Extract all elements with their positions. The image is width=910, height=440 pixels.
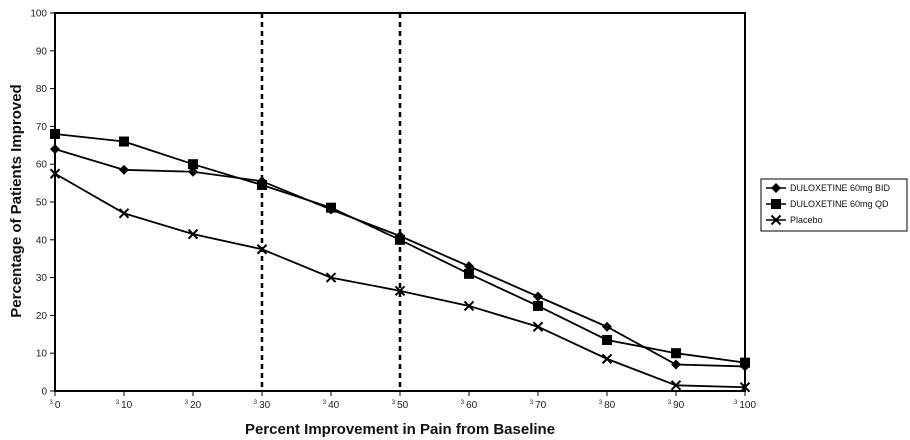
x-marker bbox=[325, 272, 337, 283]
x-marker bbox=[394, 285, 406, 297]
y-tick-label: 90 bbox=[36, 46, 48, 57]
y-tick-label: 10 bbox=[36, 349, 48, 360]
x-marker bbox=[118, 208, 130, 219]
diamond-marker bbox=[602, 321, 612, 332]
legend-label: Placebo bbox=[790, 215, 823, 225]
y-tick-label: 100 bbox=[30, 9, 47, 20]
x-marker bbox=[601, 353, 613, 365]
x-marker bbox=[49, 168, 61, 179]
y-tick-label: 30 bbox=[36, 273, 48, 284]
x-marker bbox=[770, 214, 782, 226]
legend-label: DULOXETINE 60mg BID bbox=[790, 183, 891, 193]
legend-entry: Placebo bbox=[766, 214, 823, 226]
x-tick-label: 3 90 bbox=[668, 400, 685, 411]
x-marker bbox=[187, 228, 199, 240]
square-marker bbox=[188, 159, 198, 170]
square-marker bbox=[395, 234, 405, 245]
diamond-marker bbox=[671, 359, 681, 370]
legend-entry: DULOXETINE 60mg BID bbox=[766, 183, 891, 193]
series-x bbox=[49, 168, 751, 393]
diamond-marker bbox=[188, 166, 198, 177]
x-marker bbox=[670, 380, 682, 391]
square-marker bbox=[464, 268, 474, 279]
legend: DULOXETINE 60mg BID DULOXETINE 60mg QD Pla… bbox=[760, 178, 908, 232]
square-marker bbox=[740, 357, 750, 368]
x-tick-label: 3 50 bbox=[392, 400, 409, 411]
square-marker bbox=[533, 300, 543, 311]
x-tick-label: 3 10 bbox=[116, 400, 133, 411]
y-tick-label: 50 bbox=[36, 198, 48, 209]
y-tick-label: 80 bbox=[36, 84, 48, 95]
diamond-marker bbox=[50, 144, 60, 155]
y-axis-title: Percentage of Patients Improved bbox=[8, 84, 25, 317]
y-tick-label: 20 bbox=[36, 311, 48, 322]
x-tick-label: 3 70 bbox=[530, 400, 547, 411]
reference-lines bbox=[260, 13, 402, 391]
legend-entry: DULOXETINE 60mg QD bbox=[766, 199, 889, 209]
square-marker bbox=[326, 202, 336, 213]
x-marker bbox=[463, 300, 475, 312]
square-marker bbox=[119, 136, 129, 147]
series-square bbox=[50, 128, 750, 368]
y-tick-label: 60 bbox=[36, 160, 48, 171]
square-marker bbox=[257, 179, 267, 190]
x-tick-label: 3 40 bbox=[323, 400, 340, 411]
plot-area: 0 10 20 30 40 50 60 70 80 90 100 3 0 3 10 3 20 3 30 3 40 3 50 3… bbox=[30, 9, 756, 412]
diamond-marker bbox=[533, 291, 543, 302]
x-tick-label: 3 100 bbox=[734, 400, 756, 411]
diamond-marker bbox=[771, 183, 781, 193]
y-tick-label: 70 bbox=[36, 122, 48, 133]
x-marker bbox=[739, 382, 751, 393]
x-tick-label: 3 80 bbox=[599, 400, 616, 411]
x-tick-label: 3 60 bbox=[461, 400, 478, 411]
x-marker bbox=[256, 244, 268, 255]
legend-label: DULOXETINE 60mg QD bbox=[790, 199, 889, 209]
x-tick-label: 3 30 bbox=[254, 400, 271, 411]
x-tick-label: 3 20 bbox=[185, 400, 202, 411]
y-tick-label: 40 bbox=[36, 235, 48, 246]
square-marker bbox=[50, 128, 60, 139]
series-layer bbox=[49, 128, 751, 393]
diamond-marker bbox=[464, 261, 474, 272]
square-marker bbox=[671, 348, 681, 359]
square-marker bbox=[602, 334, 612, 345]
y-tick-label: 0 bbox=[41, 387, 47, 398]
x-axis-title: Percent Improvement in Pain from Baselin… bbox=[245, 421, 555, 438]
square-marker bbox=[771, 199, 781, 209]
diamond-marker bbox=[119, 164, 129, 175]
x-marker bbox=[532, 321, 544, 332]
